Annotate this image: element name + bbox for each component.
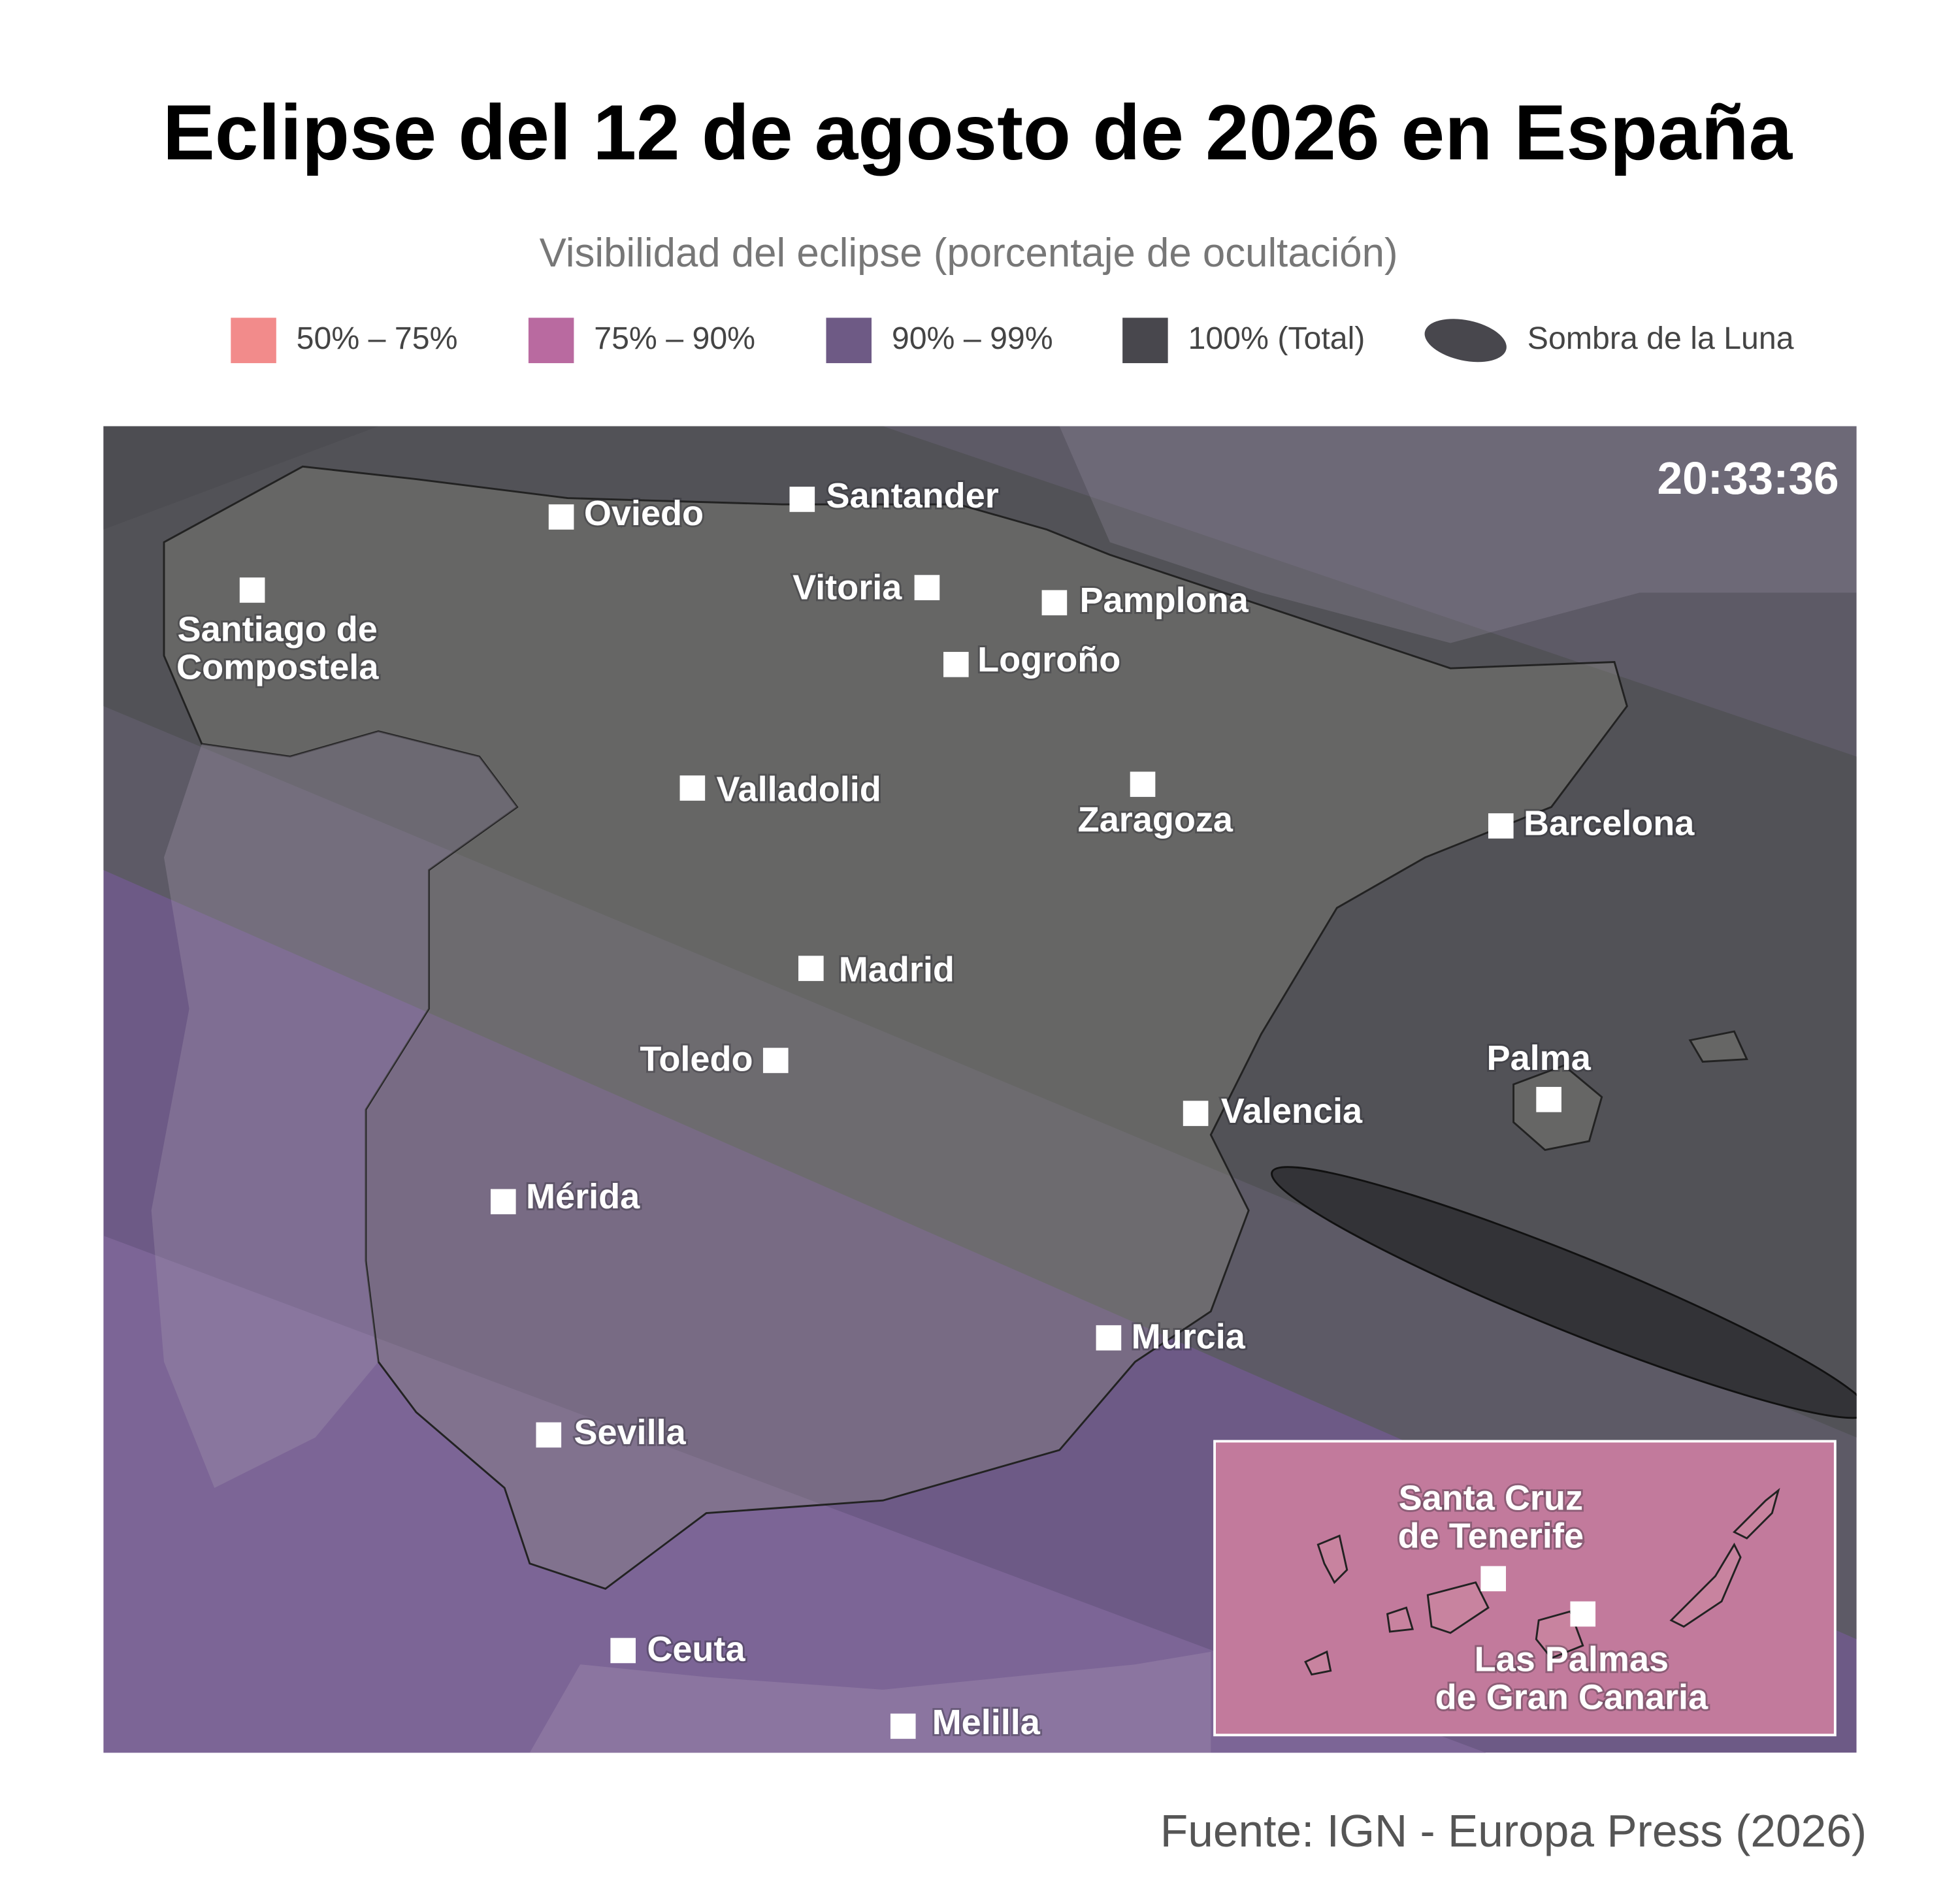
legend-label: 75% – 90% [594,321,755,356]
legend-label: 100% (Total) [1188,321,1365,356]
city-marker [798,956,824,981]
band-total-core [103,426,1857,1438]
city-label: Valladolid [717,770,881,809]
city-label: Santander [826,476,998,515]
city-label: Barcelona [1524,804,1695,843]
canarias-inset [1213,1440,1837,1737]
city-marker [789,487,815,512]
city-label: Sevilla [574,1413,686,1452]
portugal-land [151,731,517,1488]
band-edge [103,426,379,530]
france-land [1059,426,1857,643]
band-90-light [103,1235,1486,1753]
legend-label: Sombra de la Luna [1527,321,1794,356]
city-label: Toledo [640,1040,753,1079]
africa-land [529,1651,1211,1753]
legend-swatch [1122,317,1168,363]
city-label: Vitoria [792,568,902,607]
city-label: de Gran Canaria [1435,1678,1708,1717]
map: 20:33:36 Oviedo Santander Santiago deCompo… [103,426,1857,1753]
city-label: Santa Cruz [1399,1479,1583,1518]
city-marker [1480,1566,1507,1592]
city-label: Las Palmas [1475,1640,1669,1679]
city-label: Oviedo [584,494,704,533]
city-label: Mérida [526,1177,640,1216]
legend-label: 90% – 99% [892,321,1053,356]
city-marker [1570,1601,1596,1627]
legend-swatch [528,317,574,363]
city-label: Compostela [176,647,379,686]
legend-swatch [1424,319,1507,363]
time: 20:33:36 [1657,453,1838,504]
moon-shadow [1271,1166,1857,1419]
city-marker [914,575,940,600]
legend-swatch [826,317,872,363]
subtitle: Visibilidad del eclipse (porcentaje de o… [540,231,1398,276]
title: Eclipse del 12 de agosto de 2026 en Espa… [163,89,1793,176]
city-marker [1096,1325,1122,1351]
city-marker [1183,1101,1209,1126]
city-label: Santiago de [178,609,378,649]
city-marker [1536,1087,1561,1112]
city-marker [536,1422,562,1448]
city-label: Palma [1487,1039,1592,1078]
city-label: de Tenerife [1398,1516,1584,1555]
city-marker [1041,590,1068,616]
city-marker [610,1638,636,1664]
city-marker [548,504,574,530]
city-label: Pamplona [1080,581,1249,620]
city-label: Melilla [932,1703,1041,1742]
city-marker [1488,813,1514,839]
city-label: Murcia [1132,1317,1246,1356]
city-marker [679,775,706,801]
legend-label: 50% – 75% [297,321,458,356]
city-marker [762,1048,789,1073]
city-label: Ceuta [647,1630,745,1669]
spain-land [163,465,1628,1590]
city-label: Valencia [1221,1091,1363,1131]
legend-swatch [231,317,276,363]
menorca [1688,1030,1748,1063]
canary-islands [1304,1487,1780,1676]
city-marker [943,652,969,677]
legend: 50% – 75% 75% – 90% 90% – 99% 100% (Total) S… [231,317,1794,363]
city-marker [1130,771,1156,798]
city-marker [490,1189,516,1215]
city-label: Zaragoza [1078,800,1233,839]
city-marker [239,577,265,603]
source: Fuente: IGN - Europa Press (2026) [1160,1805,1867,1856]
city-marker [890,1713,916,1739]
city-label: Logroño [977,640,1120,679]
city-label: Madrid [839,950,955,990]
